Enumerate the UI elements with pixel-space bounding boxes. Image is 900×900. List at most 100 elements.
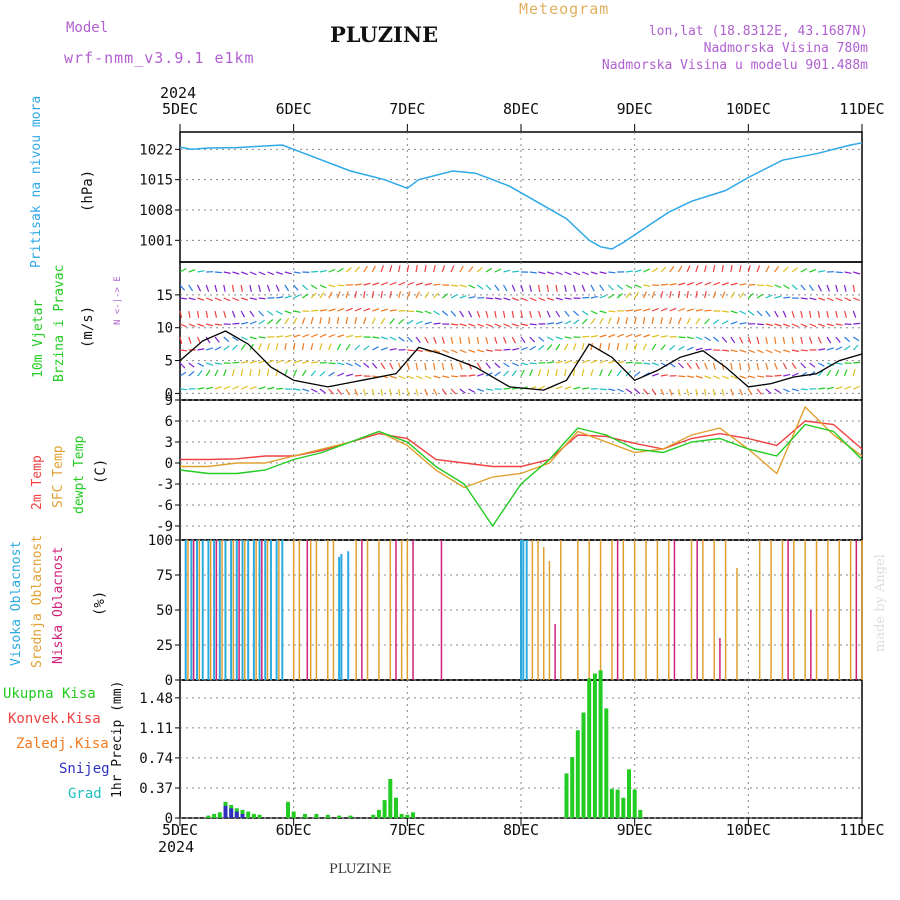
- wind-barb: [511, 284, 516, 292]
- wind-barb: [538, 271, 546, 275]
- wind-barb: [477, 349, 485, 353]
- wind-barb: [336, 316, 340, 325]
- wind-barb: [642, 291, 648, 299]
- total-precip-bar: [575, 730, 580, 818]
- wind-barb: [354, 307, 362, 312]
- wind-barb: [319, 269, 327, 273]
- wind-barb: [573, 271, 581, 276]
- wind-barb: [538, 297, 546, 302]
- wind-barb: [642, 388, 649, 395]
- wind-barb: [782, 362, 788, 370]
- wind-barb: [843, 369, 848, 377]
- wind-barb: [617, 360, 625, 364]
- high-cloud-label: Visoka Oblacnost: [9, 540, 24, 666]
- wind-barb: [722, 310, 730, 313]
- wind-barb: [398, 336, 405, 342]
- wind-barb: [721, 291, 726, 299]
- wind-barb: [450, 265, 455, 273]
- wind-barb: [179, 323, 187, 328]
- wind-barb: [240, 368, 244, 377]
- wind-barb: [441, 310, 449, 316]
- wind-barb: [704, 291, 707, 299]
- wind-barb: [826, 336, 832, 344]
- wind-barb: [704, 281, 712, 286]
- wind-barb: [590, 335, 598, 338]
- wind-barb: [529, 369, 533, 377]
- wind-barb: [494, 268, 502, 273]
- wind-barb: [651, 316, 654, 325]
- wind-barb: [695, 375, 703, 379]
- wind-barb: [844, 336, 851, 343]
- wind-barb: [555, 336, 563, 340]
- wind-barb: [669, 317, 673, 325]
- wind-barb: [748, 349, 756, 354]
- wind-barb: [669, 291, 672, 299]
- model-label: Model: [66, 20, 109, 36]
- wind-barb: [739, 322, 747, 325]
- pressure-unit: (hPa): [80, 169, 96, 212]
- wind-barb: [424, 388, 428, 396]
- wind-barb: [345, 343, 351, 351]
- wind-barb: [582, 335, 590, 338]
- wind-barb: [206, 362, 214, 366]
- wind-barb: [590, 359, 598, 364]
- wind-barb: [223, 271, 231, 274]
- wind-barb: [564, 310, 570, 317]
- wind-barb: [783, 296, 791, 299]
- wind-barb: [188, 323, 196, 328]
- wind-barb: [432, 362, 436, 371]
- wind-barb: [826, 297, 834, 302]
- wind-barb: [371, 317, 376, 325]
- wind-barb: [730, 291, 736, 299]
- wind-barb: [415, 362, 419, 371]
- wind-barb: [722, 349, 730, 352]
- wind-barb: [686, 282, 694, 286]
- wind-barb: [179, 297, 187, 300]
- wind-barb: [459, 310, 465, 318]
- wind-barb: [389, 388, 392, 396]
- wind-barb: [669, 307, 677, 312]
- wind-barb: [800, 310, 803, 318]
- wind-barb: [468, 284, 476, 289]
- wind-barb: [328, 333, 336, 338]
- wind-barb: [258, 343, 262, 351]
- wind-barb: [415, 388, 419, 396]
- wind-barb: [346, 334, 354, 338]
- wind-barb: [494, 284, 500, 291]
- wind-barb: [398, 375, 406, 380]
- wind-barb: [782, 310, 787, 318]
- wind-barb: [258, 297, 266, 300]
- wind-barb: [319, 343, 323, 351]
- wind-barb: [266, 368, 270, 377]
- wind-barb: [433, 322, 441, 325]
- wind-barb: [205, 369, 211, 377]
- wind-barb: [476, 266, 483, 273]
- wind-barb: [450, 336, 454, 344]
- snow-bar: [240, 813, 245, 818]
- wind-barb: [319, 333, 327, 338]
- wind-barb: [371, 388, 375, 396]
- wind-barb: [783, 388, 790, 393]
- wind-barb: [494, 362, 501, 369]
- wind-barb: [835, 284, 839, 292]
- wind-barb: [678, 345, 685, 351]
- wind-barb: [582, 296, 590, 299]
- wind-barb: [730, 310, 738, 314]
- wind-barb: [232, 336, 239, 342]
- wind-barb: [546, 284, 549, 293]
- wind-barb: [739, 336, 744, 344]
- wind-barb: [354, 374, 362, 377]
- wind-barb: [503, 370, 509, 377]
- wind-barb: [503, 362, 510, 368]
- wind-barb: [240, 271, 249, 275]
- wind-barb: [258, 319, 266, 325]
- wind-barb: [695, 308, 703, 312]
- total-precip-bar: [604, 708, 609, 818]
- wind-barb: [293, 360, 301, 364]
- top-day-label: 9DEC: [617, 100, 653, 118]
- ytick-label-p5: 0: [165, 811, 173, 827]
- wind-barb: [852, 310, 857, 318]
- wind-barb: [337, 267, 344, 273]
- wind-barb: [660, 388, 665, 396]
- wind-barb: [485, 284, 492, 291]
